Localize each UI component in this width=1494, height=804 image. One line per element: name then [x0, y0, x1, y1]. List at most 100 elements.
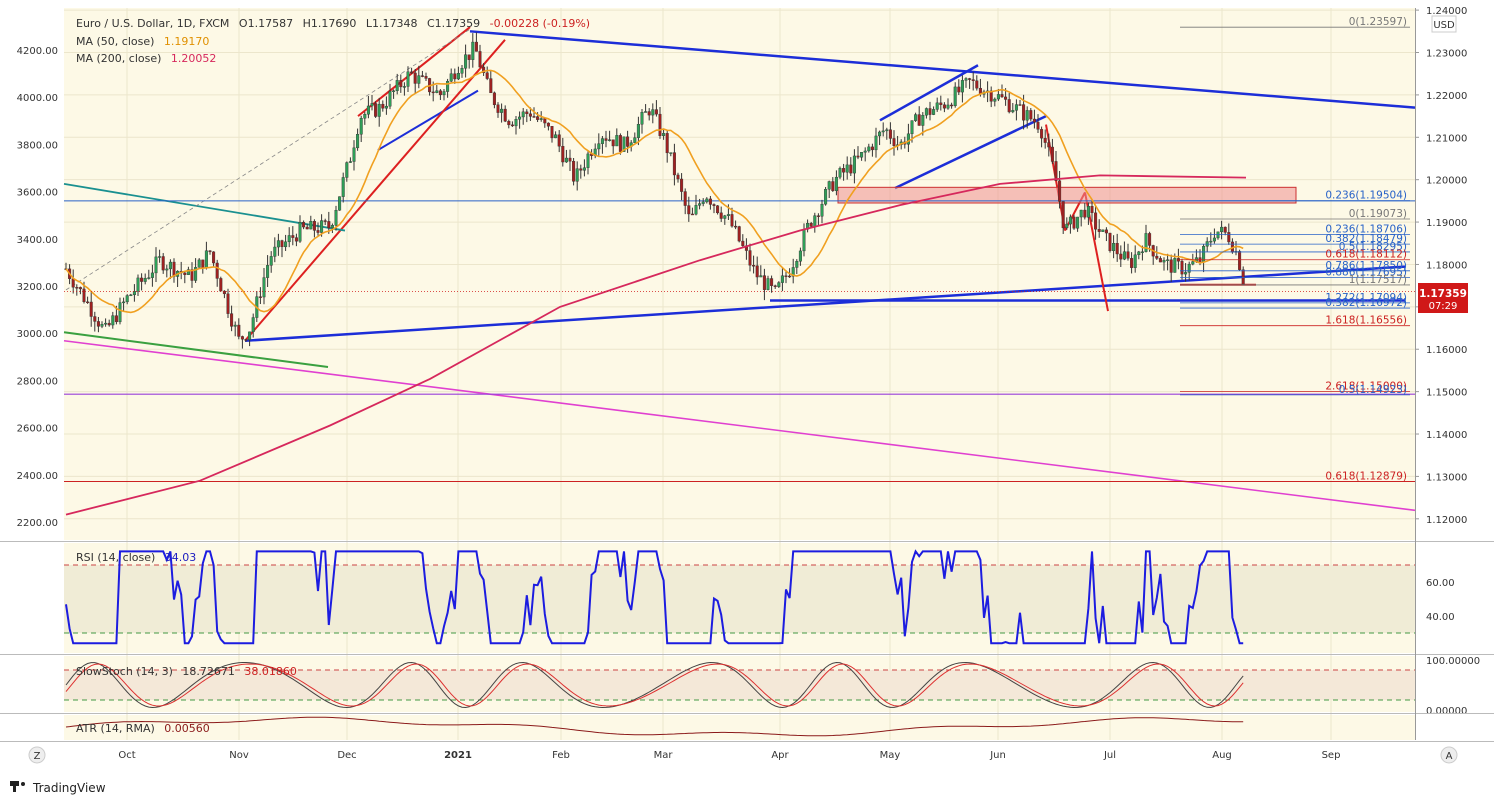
- x-axis-tick: Dec: [337, 750, 356, 761]
- zoom-button[interactable]: [28, 746, 46, 764]
- candle-body: [1068, 216, 1072, 225]
- right-axis-tick: 1.23000: [1426, 49, 1467, 60]
- candle-body: [168, 261, 172, 270]
- trendline: [879, 64, 979, 122]
- currency-label: USD: [1433, 20, 1455, 31]
- candle-body: [233, 324, 237, 327]
- candle-body: [971, 79, 975, 81]
- candle-body: [158, 256, 162, 258]
- candle-body: [788, 275, 792, 278]
- candle-body: [352, 147, 356, 162]
- candle-body: [737, 226, 741, 242]
- candle-body: [500, 108, 504, 113]
- candle-body: [1140, 251, 1144, 253]
- atr-legend[interactable]: ATR (14, RMA) 0.00560: [76, 722, 210, 735]
- candle-body: [654, 109, 658, 115]
- candle-body: [402, 86, 406, 88]
- trendline: [894, 114, 1047, 190]
- candle-body: [1176, 258, 1180, 262]
- candle-body: [276, 240, 280, 248]
- ma50-line: [65, 69, 1244, 314]
- candle-body: [1212, 237, 1216, 242]
- auto-scale-label: A: [1446, 751, 1453, 762]
- candle-body: [154, 256, 158, 274]
- candle-body: [194, 267, 198, 281]
- ma50-legend[interactable]: MA (50, close) 1.19170: [76, 35, 209, 48]
- left-axis-tick: 3800.00: [17, 140, 58, 151]
- candle-body: [795, 261, 799, 268]
- fib-label: 0.382(1.16972): [1325, 297, 1407, 309]
- candle-body: [104, 322, 108, 325]
- tradingview-logo-icon: [10, 781, 25, 792]
- candle-body: [604, 138, 608, 141]
- candle-body: [863, 150, 867, 153]
- candle-body: [359, 118, 363, 135]
- candle-body: [1155, 255, 1159, 259]
- candle-body: [456, 73, 460, 80]
- candle-body: [1191, 261, 1195, 265]
- candle-body: [1187, 263, 1191, 273]
- candle-body: [539, 118, 543, 120]
- candle-body: [600, 138, 604, 144]
- candle-body: [492, 92, 496, 106]
- ma200-legend[interactable]: MA (200, close) 1.20052: [76, 52, 216, 65]
- rsi-legend[interactable]: RSI (14, close) 34.03: [76, 551, 196, 564]
- last-price: 1.17359: [1419, 288, 1467, 300]
- candle-body: [1112, 242, 1116, 252]
- candle-body: [550, 126, 554, 139]
- x-axis-tick: Oct: [118, 750, 135, 761]
- symbol-legend: Euro / U.S. Dollar, 1D, FXCM O1.17587 H1…: [76, 17, 590, 30]
- candle-body: [924, 108, 928, 116]
- candle-body: [1137, 251, 1141, 256]
- brand-name: TradingView: [32, 781, 106, 795]
- candle-body: [798, 250, 802, 262]
- dashed-trend: [65, 28, 471, 291]
- last-price-tag: [1418, 283, 1468, 313]
- candle-body: [129, 294, 133, 297]
- candle-body: [860, 152, 864, 158]
- candle-body: [647, 111, 651, 116]
- fib-label: 0.618(1.18112): [1325, 249, 1407, 261]
- candle-body: [366, 105, 370, 115]
- auto-scale-button[interactable]: [1440, 746, 1458, 764]
- candle-body: [1169, 259, 1173, 273]
- candle-body: [309, 221, 313, 230]
- candle-body: [118, 302, 122, 323]
- stoch-tick: 100.00000: [1426, 656, 1480, 667]
- candle-body: [1007, 99, 1011, 113]
- candle-body: [204, 250, 208, 269]
- candle-body: [694, 205, 698, 215]
- candle-body: [86, 301, 90, 304]
- right-axis-tick: 1.16000: [1426, 345, 1467, 356]
- candle-body: [680, 178, 684, 192]
- candle-body: [395, 80, 399, 91]
- candle-body: [1144, 233, 1148, 252]
- candle-body: [1065, 223, 1069, 229]
- candle-body: [1090, 206, 1094, 214]
- stoch-legend[interactable]: SlowStoch (14, 3) 18.72671 38.01860: [76, 665, 297, 678]
- x-axis-tick: Mar: [654, 750, 674, 761]
- candle-body: [1162, 259, 1166, 263]
- candle-body: [392, 90, 396, 92]
- candle-body: [298, 222, 302, 242]
- candle-body: [489, 78, 493, 94]
- candle-body: [1101, 229, 1105, 232]
- candle-body: [719, 212, 723, 219]
- candle-body: [420, 75, 424, 77]
- candle-body: [1054, 161, 1058, 181]
- candle-body: [377, 103, 381, 117]
- trendline: [244, 39, 506, 342]
- candle-body: [291, 235, 295, 238]
- left-axis-tick: 2800.00: [17, 376, 58, 387]
- candle-body: [633, 137, 637, 143]
- candle-body: [356, 134, 360, 149]
- candle-body: [1238, 251, 1242, 270]
- candle-body: [834, 176, 838, 191]
- candle-body: [705, 198, 709, 203]
- candle-body: [330, 225, 334, 229]
- candle-body: [651, 109, 655, 116]
- candle-body: [150, 272, 154, 278]
- candle-body: [258, 296, 262, 298]
- candle-body: [1076, 216, 1080, 229]
